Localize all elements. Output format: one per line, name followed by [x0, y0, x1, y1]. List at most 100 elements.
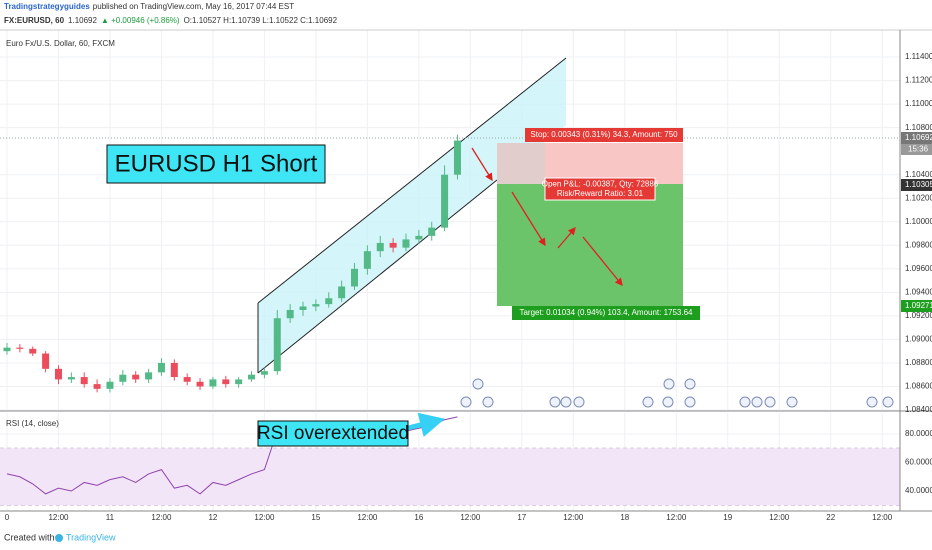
x-tick-label: 15: [311, 513, 320, 522]
rsi-band: [0, 448, 900, 506]
target-label: Target: 0.01034 (0.94%) 103.4, Amount: 1…: [519, 308, 693, 317]
candle-body: [235, 379, 243, 385]
candle-body: [42, 353, 50, 369]
x-tick-label: 12:00: [357, 513, 378, 522]
candle-body: [80, 377, 88, 385]
y-tick-label: 1.10200: [905, 193, 932, 202]
candle-body: [389, 242, 397, 248]
x-tick-label: 18: [620, 513, 629, 522]
y-tick-label: 1.09600: [905, 264, 932, 273]
grid: [0, 30, 900, 510]
x-tick-label: 12:00: [48, 513, 69, 522]
footer-created: Created with: [4, 532, 55, 542]
candle-body: [170, 362, 178, 378]
candle-body: [119, 374, 127, 382]
y-tick-label: 1.09000: [905, 335, 932, 344]
candle-body: [248, 374, 256, 380]
entry-tag-label: 1.10305: [905, 180, 932, 189]
event-icons: [460, 378, 894, 408]
headline: EURUSD H1 Short: [115, 150, 318, 177]
candle-body: [183, 377, 191, 382]
y-tick-label: 1.11400: [905, 52, 932, 61]
candle-body: [145, 372, 153, 380]
candle-body: [67, 377, 75, 380]
candle-body: [453, 140, 461, 175]
x-tick-label: 22: [826, 513, 835, 522]
x-tick-label: 0: [5, 513, 10, 522]
y-tick-label: 1.11000: [905, 99, 932, 108]
quote: FX:EURUSD, 60 1.10692 ▲ +0.00946 (+0.86%) O…: [4, 16, 338, 25]
y-tick-label: 1.10400: [905, 170, 932, 179]
y-tick-label: 1.09400: [905, 287, 932, 296]
time-tag-label: 15:36: [908, 145, 929, 154]
rsi-title: RSI (14, close): [6, 419, 59, 428]
rsi-arrow: [407, 412, 445, 437]
x-tick-label: 12:00: [872, 513, 893, 522]
y-tick-label: 1.11200: [905, 76, 932, 85]
x-tick-label: 12: [208, 513, 217, 522]
header: Tradingstrategyguides published on Tradin…: [4, 2, 294, 11]
rsi-annotation: RSI overextended: [257, 423, 409, 444]
stop-label-bg: [525, 128, 683, 142]
x-tick-label: 11: [106, 513, 115, 522]
candle-body: [402, 239, 410, 248]
candle-body: [16, 347, 24, 349]
headline-box: [106, 144, 326, 184]
x-tick-label: 12:00: [563, 513, 584, 522]
x-tick-label: 17: [517, 513, 526, 522]
entry-tag: [901, 179, 932, 191]
channel-fill: [258, 58, 566, 373]
candle-body: [441, 174, 449, 228]
target-tag: [901, 300, 932, 312]
y-tick-label: 1.09800: [905, 240, 932, 249]
candle-body: [132, 374, 140, 380]
candle-body: [338, 286, 346, 299]
last-tag-label: 1.10692: [905, 133, 932, 142]
channel-upper: [257, 57, 567, 304]
y-tick-label: 1.10800: [905, 123, 932, 132]
symbol: FX:EURUSD, 60: [4, 16, 65, 25]
candles: [3, 134, 461, 393]
rsi-annotation-box: [257, 420, 409, 447]
candle-body: [376, 242, 384, 252]
candle-body: [54, 368, 62, 380]
candle-body: [106, 381, 114, 389]
x-tick-label: 12:00: [460, 513, 481, 522]
candle-body: [312, 304, 320, 307]
arrows: [471, 147, 623, 287]
ratio-label: Risk/Reward Ratio: 3.01: [557, 189, 644, 198]
candle-body: [93, 384, 101, 389]
x-tick-label: 12:00: [666, 513, 687, 522]
candle-body: [222, 379, 230, 385]
time-tag: [901, 144, 932, 155]
chart-title: Euro Fx/U.S. Dollar, 60, FXCM: [6, 39, 115, 48]
stop-label: Stop: 0.00343 (0.31%) 34.3, Amount: 750: [530, 130, 678, 139]
y-tick-label: 40.0000: [905, 486, 932, 495]
candle-body: [299, 306, 307, 310]
pnl-label: Open P&L: -0.00387, Qty: 72886: [542, 180, 659, 189]
y-tick-label: 1.10000: [905, 217, 932, 226]
y-tick-label: 1.08600: [905, 382, 932, 391]
x-tick-label: 16: [414, 513, 423, 522]
candle-body: [29, 348, 37, 354]
x-tick-label: 12:00: [151, 513, 172, 522]
y-tick-label: 1.08800: [905, 358, 932, 367]
author[interactable]: Tradingstrategyguides: [4, 2, 90, 11]
candle-body: [428, 227, 436, 236]
last: 1.10692: [68, 16, 97, 25]
candle-body: [286, 310, 294, 319]
x-tick-label: 12:00: [769, 513, 790, 522]
target-label-bg: [512, 306, 700, 320]
brand-logo: [55, 534, 63, 542]
footer-brand[interactable]: TradingView: [66, 532, 116, 542]
candle-body: [350, 268, 358, 287]
candle-body: [3, 347, 11, 352]
candle-body: [415, 235, 423, 240]
last-tag: [901, 132, 932, 144]
candle-body: [363, 251, 371, 269]
loss-zone: [497, 143, 545, 184]
channel-lower: [257, 179, 498, 374]
y-tick-label: 1.09200: [905, 311, 932, 320]
pnl-bg: [544, 177, 656, 201]
